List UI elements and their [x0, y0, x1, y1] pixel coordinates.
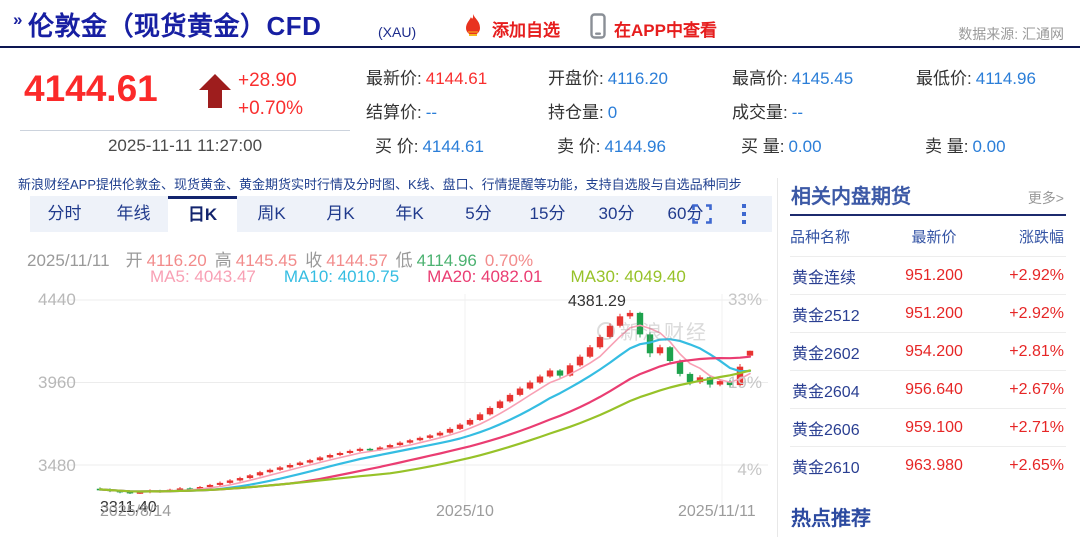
x-tick-aug: 2025/8/14	[100, 503, 172, 520]
y-tick-3960: 3960	[38, 373, 76, 392]
candlestick-chart[interactable]	[30, 288, 775, 528]
field-bid-size: 买 量: 0.00	[741, 137, 822, 156]
page-title: 伦敦金（现货黄金）CFD	[28, 11, 322, 41]
sidebar-title-underline	[790, 214, 1066, 216]
view-in-app-button[interactable]: 在APP中查看	[590, 13, 717, 44]
field-ask-size: 卖 量: 0.00	[925, 137, 1006, 156]
field-high-price: 最高价: 4145.45	[732, 69, 854, 88]
phone-icon	[590, 13, 606, 44]
up-arrow-icon	[197, 74, 233, 117]
header-divider	[0, 46, 1080, 48]
pct-tick-4: 4%	[737, 460, 762, 479]
tab-daily-k[interactable]: 日K	[168, 196, 237, 232]
tab-5min[interactable]: 5分	[465, 204, 492, 223]
breadcrumb-chevron-icon: »	[13, 10, 23, 29]
field-volume: 成交量: --	[732, 103, 804, 122]
ma10-label: MA10: 4010.75	[283, 267, 400, 286]
quote-timestamp: 2025-11-11 11:27:00	[107, 136, 263, 155]
add-watchlist-button[interactable]: 添加自选	[462, 13, 560, 44]
view-in-app-label: 在APP中查看	[614, 21, 717, 40]
field-low-price: 最低价: 4114.96	[916, 69, 1036, 88]
field-ask-price: 卖 价: 4144.96	[557, 137, 666, 156]
price-change: +28.90	[238, 70, 297, 91]
table-row[interactable]: 黄金2602 954.200 +2.81%	[790, 332, 1066, 370]
high-annotation: 4381.29	[568, 293, 626, 310]
fullscreen-icon[interactable]	[692, 204, 712, 224]
low-annotation: 3311.40	[100, 499, 157, 516]
field-open-price: 开盘价: 4116.20	[548, 69, 668, 88]
tab-30min[interactable]: 30分	[598, 204, 635, 223]
table-header-row: 品种名称 最新价 涨跌幅	[790, 228, 1064, 246]
price-divider	[20, 130, 350, 131]
tab-fenshi[interactable]: 分时	[47, 204, 82, 223]
add-watchlist-label: 添加自选	[492, 21, 560, 40]
chart-period-tabs: 分时 年线 日K 周K 月K 年K 5分 15分 30分 60分	[30, 196, 772, 232]
kebab-menu-icon[interactable]	[742, 204, 748, 224]
field-open-interest: 持仓量: 0	[548, 103, 618, 122]
field-bid-price: 买 价: 4144.61	[375, 137, 484, 156]
ma30-label: MA30: 4049.40	[570, 267, 686, 286]
last-price: 4144.61	[24, 68, 158, 109]
data-source-label: 数据来源: 汇通网	[958, 26, 1064, 42]
related-futures-title: 相关内盘期货	[791, 186, 911, 208]
table-row[interactable]: 黄金2606 959.100 +2.71%	[790, 408, 1066, 446]
y-tick-3480: 3480	[38, 456, 76, 475]
tab-weekly-k[interactable]: 周K	[257, 204, 286, 223]
instrument-symbol: (XAU)	[378, 24, 417, 40]
hot-recommend-title: 热点推荐	[791, 508, 871, 530]
table-row[interactable]: 黄金2604 956.640 +2.67%	[790, 370, 1066, 408]
ma20-label: MA20: 4082.01	[427, 267, 543, 286]
x-tick-nov: 2025/11/11	[678, 503, 756, 520]
flame-icon	[462, 13, 484, 44]
price-change-percent: +0.70%	[238, 98, 303, 119]
table-row[interactable]: 黄金2512 951.200 +2.92%	[790, 294, 1066, 332]
x-tick-oct: 2025/10	[436, 503, 494, 520]
app-promo-notice: 新浪财经APP提供伦敦金、现货黄金、黄金期货实时行情及分时图、K线、盘口、行情提…	[18, 177, 742, 192]
tab-yearly-k[interactable]: 年K	[395, 204, 424, 223]
related-futures-table: 品种名称 最新价 涨跌幅 黄金连续 951.200 +2.92% 黄金2512 951…	[790, 216, 1066, 484]
ma-legend-row: MA5: 4043.47 MA10: 4010.75 MA20: 4082.01 MA…	[150, 267, 714, 287]
field-settle-price: 结算价: --	[366, 103, 438, 122]
sidebar-divider	[777, 178, 778, 537]
field-empty	[916, 98, 1076, 132]
y-tick-4440: 4440	[38, 290, 76, 309]
more-link[interactable]: 更多>	[1027, 190, 1064, 206]
ohlc-info-row: 2025/11/11 开 4116.20 高 4145.45 收 4144.57 低 4114.…	[27, 251, 534, 270]
watermark-logo-icon	[597, 322, 615, 340]
watermark: 新浪财经	[597, 316, 708, 345]
tab-nianxian[interactable]: 年线	[116, 204, 151, 223]
pct-tick-33: 33%	[727, 290, 762, 309]
table-row[interactable]: 黄金2610 963.980 +2.65%	[790, 446, 1066, 484]
tab-15min[interactable]: 15分	[529, 204, 566, 223]
tab-monthly-k[interactable]: 月K	[326, 204, 355, 223]
table-row[interactable]: 黄金连续 951.200 +2.92%	[790, 256, 1066, 294]
field-last-price: 最新价: 4144.61	[366, 69, 488, 88]
ma5-label: MA5: 4043.47	[150, 267, 256, 286]
quote-grid: 最新价: 4144.61 开盘价: 4116.20 最高价: 4145.45 最低价:…	[366, 64, 1076, 166]
pct-tick-19: 19%	[727, 373, 762, 392]
